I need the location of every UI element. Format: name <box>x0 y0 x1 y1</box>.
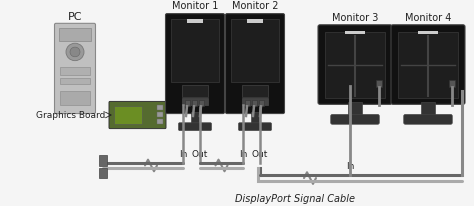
FancyBboxPatch shape <box>318 25 392 104</box>
Bar <box>182 98 208 105</box>
Text: Out: Out <box>192 150 208 159</box>
Circle shape <box>70 47 80 57</box>
Bar <box>157 119 163 124</box>
Text: Monitor 1: Monitor 1 <box>172 1 218 11</box>
Bar <box>60 78 90 84</box>
Bar <box>157 112 163 117</box>
Bar <box>99 155 107 166</box>
Text: Monitor 4: Monitor 4 <box>405 13 451 23</box>
Bar <box>157 105 163 110</box>
Bar <box>247 19 263 23</box>
FancyBboxPatch shape <box>331 115 379 124</box>
Bar <box>242 98 268 105</box>
Bar <box>60 68 90 75</box>
FancyBboxPatch shape <box>165 14 225 114</box>
Text: Monitor 3: Monitor 3 <box>332 13 378 23</box>
Bar <box>251 112 259 124</box>
Text: In: In <box>179 150 187 159</box>
Bar <box>171 19 219 82</box>
Bar <box>348 102 362 116</box>
Text: Out: Out <box>252 150 268 159</box>
Bar <box>182 85 208 97</box>
FancyBboxPatch shape <box>55 23 95 114</box>
Bar <box>259 101 264 106</box>
FancyBboxPatch shape <box>404 115 452 124</box>
Bar <box>245 101 250 106</box>
FancyBboxPatch shape <box>179 123 211 131</box>
FancyBboxPatch shape <box>238 123 272 131</box>
Circle shape <box>66 43 84 61</box>
Text: DisplayPort Signal Cable: DisplayPort Signal Cable <box>235 194 355 204</box>
Text: Monitor 2: Monitor 2 <box>232 1 278 11</box>
Bar <box>231 19 279 82</box>
Bar <box>114 106 142 124</box>
Bar <box>242 85 268 97</box>
Bar <box>325 32 385 98</box>
Bar <box>376 80 382 88</box>
FancyBboxPatch shape <box>109 101 166 129</box>
Bar <box>192 101 197 106</box>
Bar <box>59 28 91 41</box>
Bar <box>345 31 365 34</box>
Bar <box>185 101 190 106</box>
Bar <box>191 112 199 124</box>
Bar <box>252 101 257 106</box>
Text: PC: PC <box>68 12 82 22</box>
FancyBboxPatch shape <box>391 25 465 104</box>
Bar <box>398 32 458 98</box>
Bar <box>449 80 455 88</box>
Bar <box>199 101 204 106</box>
Text: In: In <box>239 150 247 159</box>
Text: Graphics Board: Graphics Board <box>36 110 105 119</box>
Bar <box>60 91 90 105</box>
Bar <box>421 102 435 116</box>
Text: In: In <box>346 162 354 171</box>
Bar <box>187 19 203 23</box>
FancyBboxPatch shape <box>226 14 284 114</box>
Bar <box>418 31 438 34</box>
Bar <box>99 168 107 178</box>
